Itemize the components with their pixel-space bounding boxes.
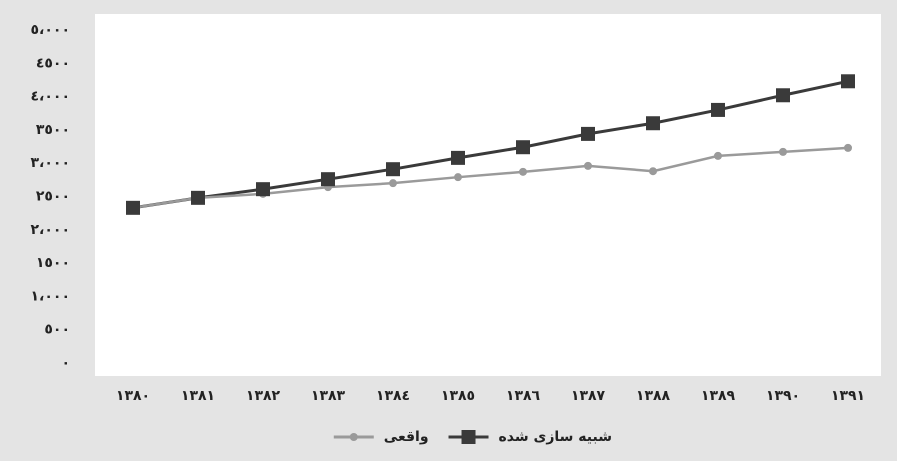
data-point xyxy=(711,102,725,117)
x-tick-label: ١٣٨٠ xyxy=(116,388,150,404)
data-point xyxy=(581,126,595,141)
data-point xyxy=(519,167,527,176)
y-tick-label: ٣٥٠٠ xyxy=(36,122,70,138)
data-point xyxy=(649,167,657,176)
x-tick-label: ١٣٨١ xyxy=(181,388,215,404)
data-point xyxy=(844,143,852,152)
y-tick-label: ٣،٠٠٠ xyxy=(31,155,71,171)
data-point xyxy=(776,88,790,103)
y-tick-label: ١٥٠٠ xyxy=(36,255,70,271)
legend-marker xyxy=(349,433,358,441)
y-tick-label: ٠ xyxy=(61,355,70,371)
y-tick-label: ٥،٠٠٠ xyxy=(31,22,71,38)
data-point xyxy=(386,162,400,177)
x-tick-label: ١٣٨٤ xyxy=(376,388,410,404)
y-tick-label: ٢٥٠٠ xyxy=(36,189,70,205)
data-point xyxy=(646,116,660,131)
series-line xyxy=(132,146,849,210)
legend-marker xyxy=(461,430,476,444)
x-tick-label: ١٣٨٨ xyxy=(636,388,671,404)
data-point xyxy=(389,179,397,188)
data-point xyxy=(256,182,270,197)
x-tick-label: ١٣٨٩ xyxy=(701,388,736,404)
y-tick-label: ٤،٠٠٠ xyxy=(31,89,71,105)
data-point xyxy=(191,190,205,205)
y-tick-label: ٢،٠٠٠ xyxy=(31,222,71,238)
x-tick-label: ١٣٨٣ xyxy=(311,388,346,404)
data-point xyxy=(454,173,462,182)
data-point xyxy=(321,172,335,187)
data-point xyxy=(516,140,530,155)
series-line xyxy=(132,79,849,210)
data-point xyxy=(126,200,140,215)
data-point xyxy=(584,161,592,170)
x-tick-label: ١٣٨٥ xyxy=(441,388,475,404)
x-tick-label: ١٣٩٠ xyxy=(766,388,800,404)
x-tick-label: ١٣٨٦ xyxy=(506,388,541,404)
legend-label: شبیه سازی شده xyxy=(499,429,612,445)
y-tick-label: ٥٠٠ xyxy=(44,322,70,338)
data-point xyxy=(714,151,722,160)
data-point xyxy=(841,74,855,89)
x-tick-label: ١٣٨٢ xyxy=(246,388,281,404)
data-point xyxy=(779,147,787,156)
y-tick-label: ١،٠٠٠ xyxy=(31,288,71,304)
y-tick-label: ٤٥٠٠ xyxy=(36,55,70,71)
x-tick-label: ١٣٨٧ xyxy=(571,388,606,404)
x-tick-label: ١٣٩١ xyxy=(831,388,865,404)
data-point xyxy=(451,150,465,165)
legend-label: واقعی xyxy=(384,429,429,445)
